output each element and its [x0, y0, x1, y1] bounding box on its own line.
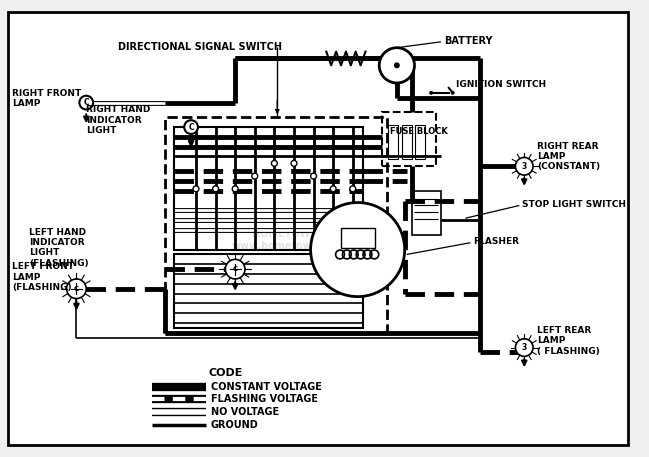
Text: C: C — [232, 266, 238, 272]
Text: BATTERY: BATTERY — [444, 36, 493, 46]
Circle shape — [350, 186, 356, 192]
Bar — [341, 228, 375, 248]
Text: LEFT FRONT
LAMP
(FLASHING): LEFT FRONT LAMP (FLASHING) — [12, 262, 74, 292]
Text: 3: 3 — [522, 162, 527, 171]
Circle shape — [67, 279, 86, 298]
Bar — [411, 191, 441, 235]
Text: IGNITION SWITCH: IGNITION SWITCH — [456, 80, 546, 90]
Text: LEFT REAR
LAMP
( FLASHING): LEFT REAR LAMP ( FLASHING) — [537, 326, 600, 356]
Circle shape — [252, 173, 258, 179]
Text: FLASHING VOLTAGE: FLASHING VOLTAGE — [211, 394, 317, 404]
Text: RIGHT FRONT
LAMP: RIGHT FRONT LAMP — [12, 89, 81, 108]
Text: NO VOLTAGE: NO VOLTAGE — [211, 407, 279, 417]
Circle shape — [515, 339, 533, 356]
Circle shape — [291, 160, 297, 166]
Circle shape — [451, 91, 455, 95]
Circle shape — [394, 63, 400, 68]
Bar — [382, 112, 436, 166]
Text: C: C — [84, 98, 89, 107]
Bar — [175, 127, 363, 250]
Bar — [402, 125, 411, 159]
Circle shape — [184, 120, 198, 134]
Text: FUSE BLOCK: FUSE BLOCK — [390, 128, 448, 137]
Circle shape — [213, 186, 219, 192]
Circle shape — [379, 48, 415, 83]
Circle shape — [271, 160, 277, 166]
Text: LEFT HAND
INDICATOR
LIGHT
(FLASHING): LEFT HAND INDICATOR LIGHT (FLASHING) — [29, 228, 89, 268]
Circle shape — [311, 173, 317, 179]
Text: CODE: CODE — [208, 368, 243, 378]
Circle shape — [232, 186, 238, 192]
Text: GROUND: GROUND — [211, 420, 258, 430]
Text: C: C — [188, 122, 194, 132]
Bar — [388, 125, 398, 159]
Circle shape — [193, 186, 199, 192]
Bar — [165, 117, 387, 333]
Text: DIRECTIONAL SIGNAL SWITCH: DIRECTIONAL SIGNAL SWITCH — [117, 42, 282, 52]
Bar — [175, 255, 363, 328]
Text: FLASHER: FLASHER — [473, 237, 519, 246]
Bar — [415, 125, 425, 159]
Circle shape — [311, 202, 405, 297]
Text: CONSTANT VOLTAGE: CONSTANT VOLTAGE — [211, 382, 321, 392]
Circle shape — [429, 91, 433, 95]
Circle shape — [225, 260, 245, 279]
Text: HOMETOWN BUICK
www.hometownbuick.com: HOMETOWN BUICK www.hometownbuick.com — [232, 229, 376, 250]
Text: RIGHT HAND
INDICATOR
LIGHT: RIGHT HAND INDICATOR LIGHT — [86, 105, 151, 135]
Text: C: C — [74, 286, 79, 292]
Text: RIGHT REAR
LAMP
(CONSTANT): RIGHT REAR LAMP (CONSTANT) — [537, 142, 600, 171]
Circle shape — [79, 96, 93, 109]
Circle shape — [330, 186, 336, 192]
Text: STOP LIGHT SWITCH: STOP LIGHT SWITCH — [522, 200, 626, 209]
Text: 3: 3 — [522, 343, 527, 352]
Circle shape — [515, 158, 533, 175]
